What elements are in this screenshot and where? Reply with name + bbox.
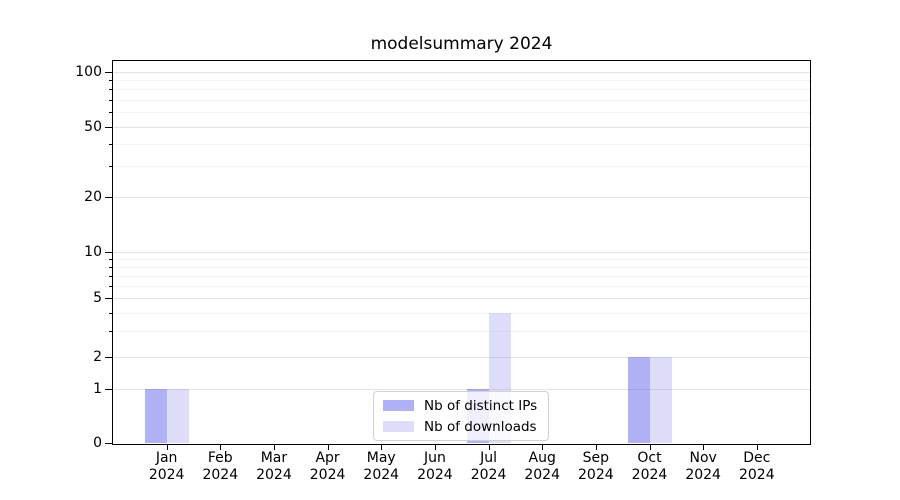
y-tick — [105, 389, 112, 390]
x-tick — [703, 444, 705, 450]
x-tick-year: 2024 — [578, 467, 614, 483]
gridline-minor — [113, 100, 810, 101]
bar-downloads — [166, 389, 189, 443]
y-tick-label: 50 — [84, 118, 102, 135]
x-tick — [327, 444, 329, 450]
gridline-major — [113, 356, 810, 358]
x-tick-year: 2024 — [524, 467, 560, 483]
y-minor-tick — [109, 275, 112, 277]
y-minor-tick — [109, 143, 112, 145]
x-tick — [595, 444, 597, 450]
y-minor-tick — [109, 100, 112, 101]
gridline-minor — [113, 330, 810, 332]
x-tick — [434, 444, 436, 450]
y-tick-label: 100 — [75, 63, 102, 80]
y-tick-label: 1 — [93, 381, 102, 397]
x-tick-label: Jul 2024 — [457, 450, 521, 484]
x-tick — [273, 444, 275, 450]
y-tick — [105, 356, 112, 358]
x-tick-year: 2024 — [470, 467, 507, 483]
x-tick-label: Mar 2024 — [242, 450, 306, 484]
y-minor-tick — [109, 112, 112, 114]
x-tick-year: 2024 — [738, 467, 775, 483]
gridline-minor — [113, 89, 810, 91]
plot-area: Nb of distinct IPs Nb of downloads — [112, 60, 811, 445]
y-tick-label: 2 — [93, 348, 102, 365]
gridline-major — [113, 71, 810, 73]
x-tick — [488, 444, 490, 450]
x-tick-year: 2024 — [256, 467, 292, 483]
x-tick-year: 2024 — [202, 467, 239, 483]
legend-label: Nb of downloads — [424, 418, 537, 435]
plot-inner — [113, 61, 810, 444]
y-minor-tick — [109, 330, 112, 332]
gridline-major — [113, 298, 810, 300]
y-minor-tick — [109, 286, 112, 288]
bar-distinct-ips — [627, 356, 650, 443]
y-tick-label: 0 — [93, 435, 102, 451]
x-tick-label: Nov 2024 — [671, 450, 735, 484]
x-tick-label: Aug 2024 — [510, 450, 574, 484]
x-tick-label: Jun 2024 — [403, 450, 467, 484]
gridline-minor — [113, 258, 810, 260]
gridline-minor — [113, 275, 810, 277]
legend-label: Nb of distinct IPs — [424, 397, 538, 414]
y-minor-tick — [109, 165, 112, 167]
x-tick-year: 2024 — [309, 467, 346, 483]
x-tick-year: 2024 — [363, 467, 400, 483]
x-tick — [381, 444, 383, 450]
x-tick-year: 2024 — [417, 467, 453, 483]
bar-distinct-ips — [144, 389, 167, 443]
y-tick-label: 20 — [84, 188, 102, 205]
x-tick — [649, 444, 651, 450]
x-tick — [220, 444, 222, 450]
y-minor-tick — [109, 266, 112, 268]
legend-swatch — [383, 400, 414, 411]
x-tick-year: 2024 — [148, 467, 185, 483]
gridline-major — [113, 389, 810, 390]
x-tick-label: Feb 2024 — [188, 450, 252, 484]
x-tick-label: Jan 2024 — [135, 450, 199, 484]
y-minor-tick — [109, 312, 112, 314]
y-tick — [105, 196, 112, 198]
gridline-minor — [113, 165, 810, 167]
x-tick-label: May 2024 — [349, 450, 413, 484]
legend-item: Nb of distinct IPs — [383, 397, 537, 414]
y-tick — [105, 126, 112, 128]
legend-item: Nb of downloads — [383, 418, 537, 435]
bar-downloads — [649, 356, 672, 443]
x-tick-label: Sep 2024 — [564, 450, 628, 484]
gridline-minor — [113, 80, 810, 82]
x-tick — [166, 444, 168, 450]
x-tick-label: Oct 2024 — [618, 450, 682, 484]
gridline-minor — [113, 312, 810, 314]
legend: Nb of distinct IPs Nb of downloads — [373, 391, 550, 441]
y-tick — [105, 298, 112, 300]
x-tick-year: 2024 — [685, 467, 721, 483]
y-tick — [105, 71, 112, 73]
y-minor-tick — [109, 80, 112, 82]
gridline-major — [113, 251, 810, 253]
legend-swatch — [383, 421, 414, 432]
y-tick-label: 10 — [84, 243, 102, 260]
y-tick-label: 5 — [93, 290, 102, 307]
y-tick — [105, 251, 112, 253]
gridline-major — [113, 196, 810, 198]
x-tick-year: 2024 — [631, 467, 668, 483]
gridline-minor — [113, 286, 810, 288]
x-tick — [542, 444, 544, 450]
x-tick-label: Dec 2024 — [725, 450, 789, 484]
gridline-major — [113, 126, 810, 128]
x-tick — [756, 444, 758, 450]
gridline-minor — [113, 112, 810, 114]
y-minor-tick — [109, 258, 112, 260]
x-tick-label: Apr 2024 — [296, 450, 360, 484]
y-minor-tick — [109, 89, 112, 91]
gridline-minor — [113, 266, 810, 268]
y-tick — [105, 443, 112, 444]
chart-title: modelsummary 2024 — [370, 34, 553, 54]
gridline-minor — [113, 143, 810, 145]
